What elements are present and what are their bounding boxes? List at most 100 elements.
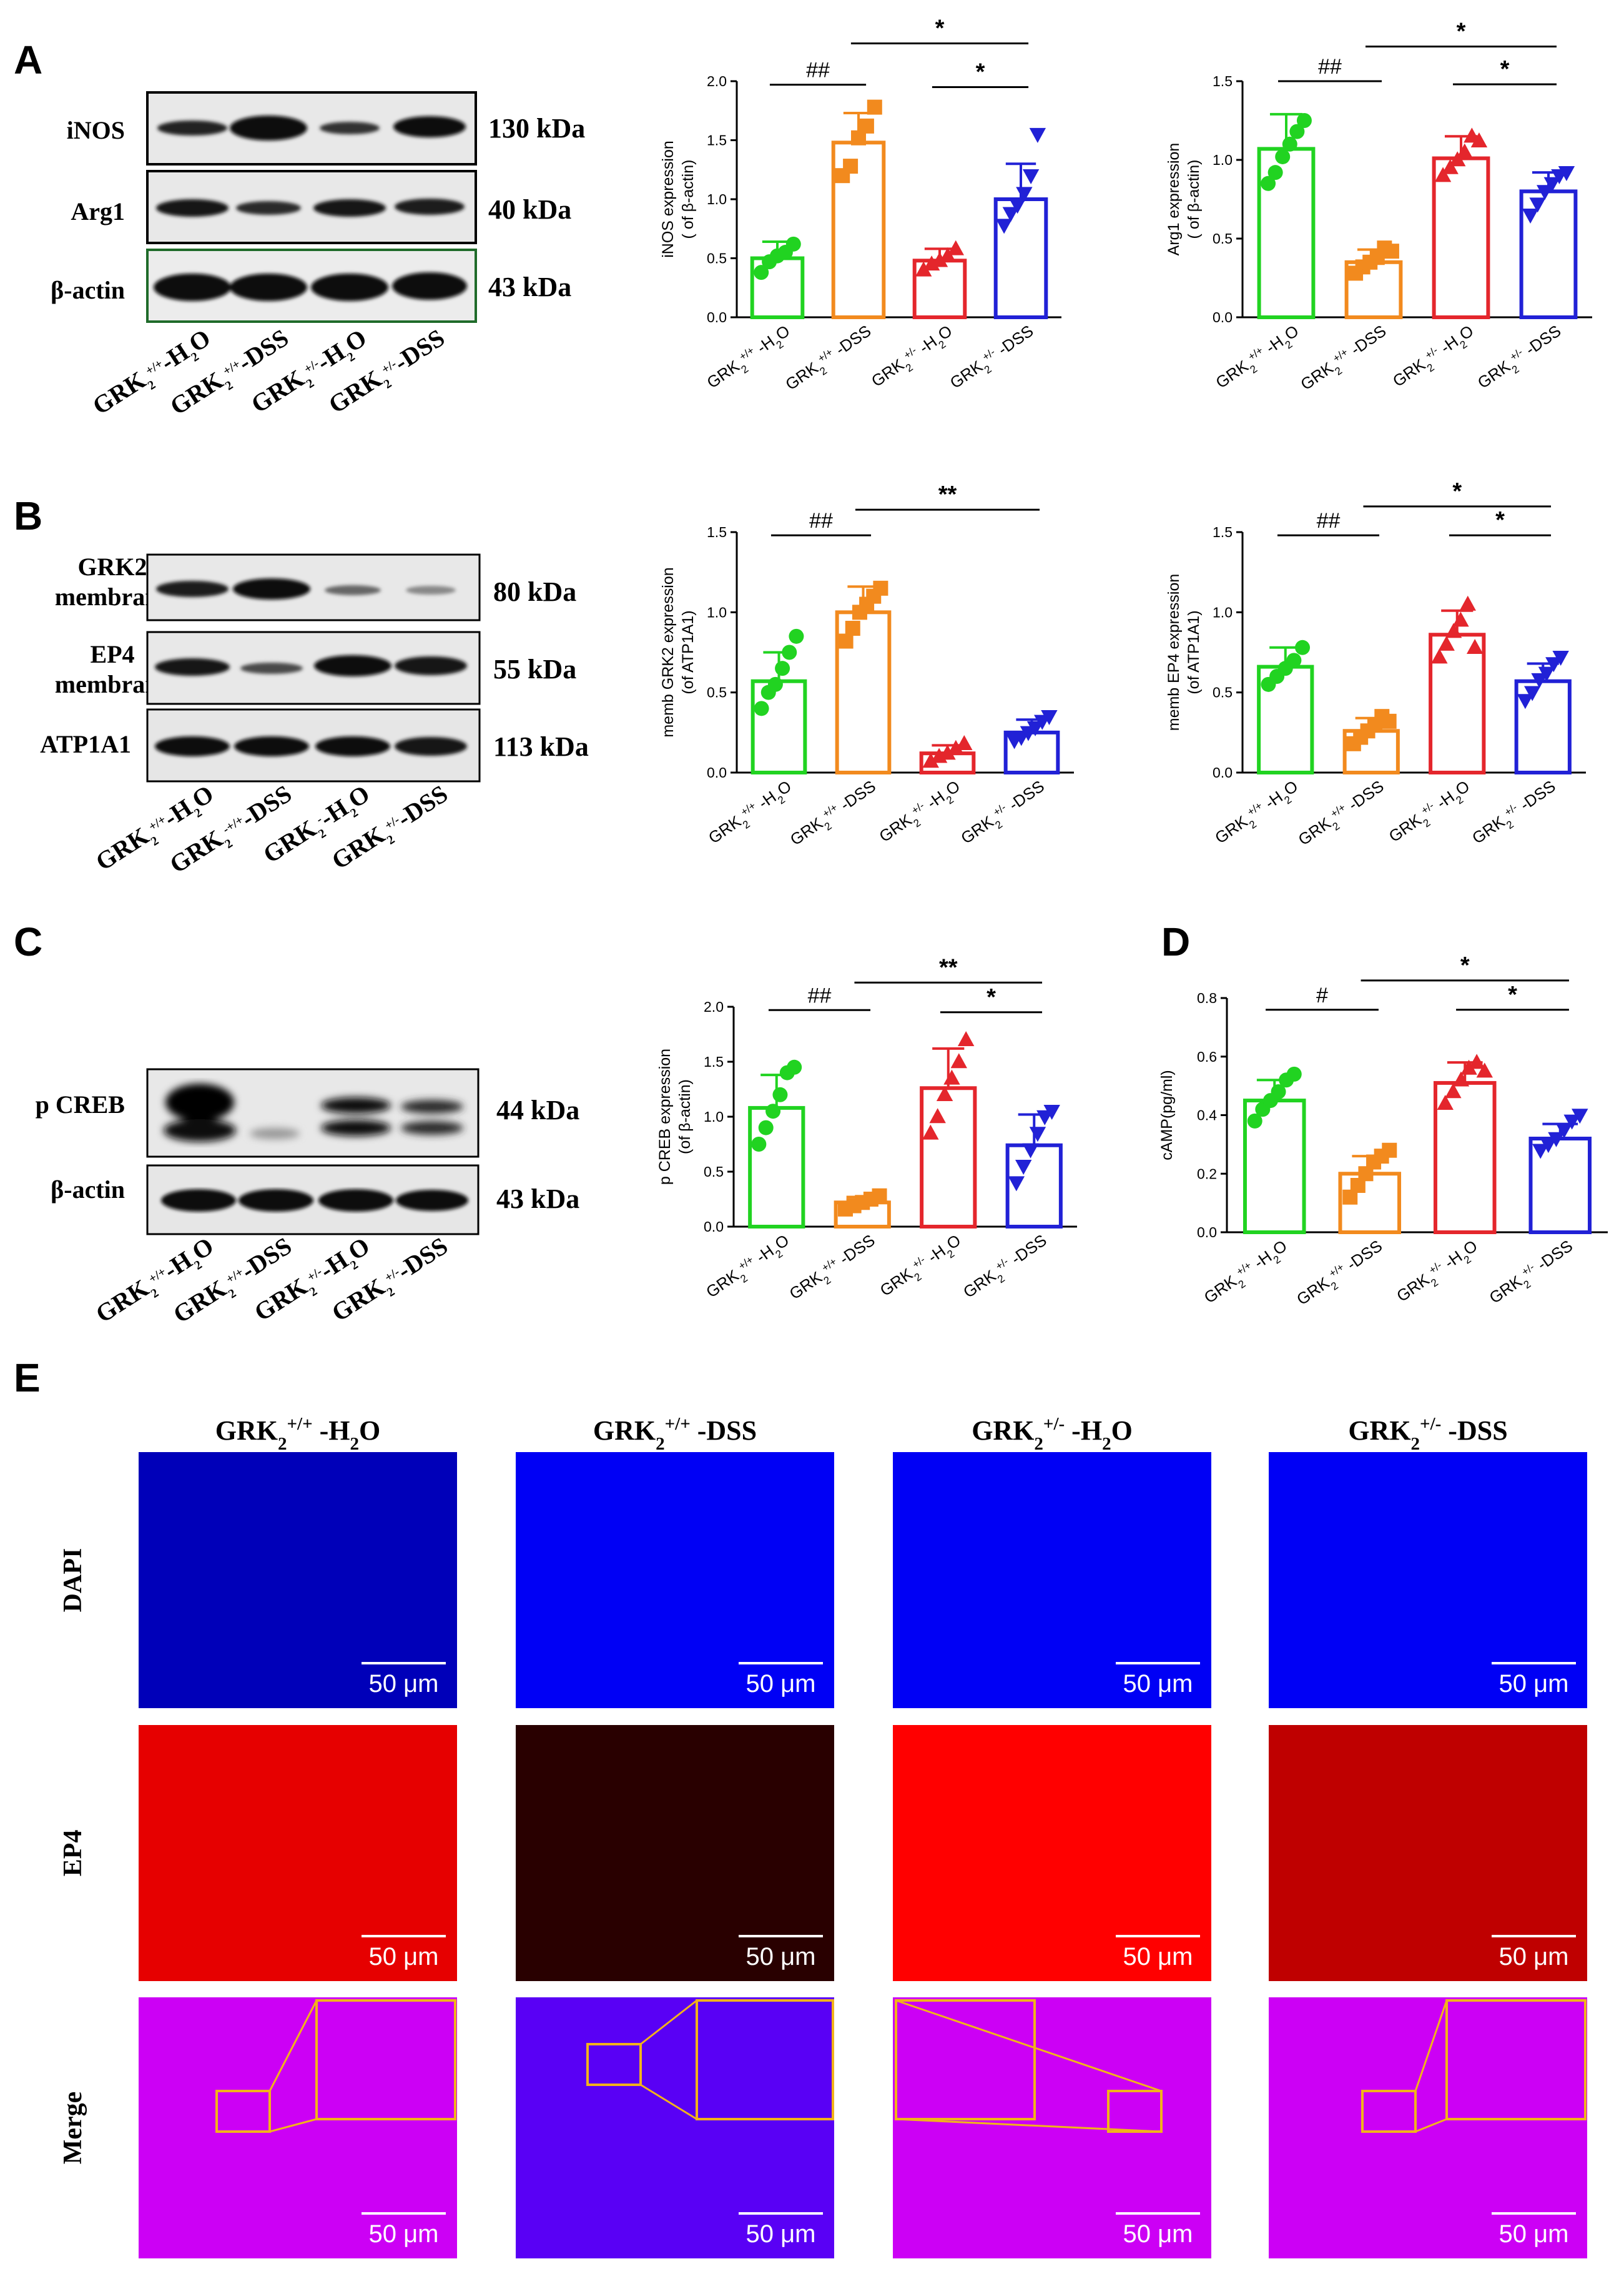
x-category-label: GRK2+/+ -DSS xyxy=(1294,776,1390,853)
data-point xyxy=(1545,657,1562,673)
merge-ep4-signal xyxy=(1269,1997,1587,2258)
immunofluorescence-grid: GRK2+/+ -H2O GRK2+/+ -DSS GRK2+/- -H2O GRK2… xyxy=(59,1414,1587,2258)
data-point xyxy=(947,739,965,755)
data-point xyxy=(1529,197,1546,213)
data-point xyxy=(936,1086,953,1101)
scale-bar-label: 50 μm xyxy=(1123,1670,1193,1698)
data-point xyxy=(767,676,783,692)
data-point xyxy=(1247,1113,1262,1129)
data-point xyxy=(1540,1138,1557,1154)
y-axis-label-2: (of β-actin) xyxy=(676,1079,694,1154)
immuno-column-label: GRK2+/- -H2O xyxy=(972,1414,1133,1454)
x-category-label: GRK2+/+ -H2O xyxy=(705,776,798,851)
ep4-signal xyxy=(139,1725,457,1981)
micrograph-dapi: 50 μm xyxy=(1269,1452,1587,1708)
x-category-label: GRK2+/+ -H2O xyxy=(1212,321,1305,396)
data-point xyxy=(1286,653,1302,668)
y-tick-label: 1.5 xyxy=(1213,73,1233,89)
data-point xyxy=(939,247,957,262)
data-point xyxy=(1552,651,1569,666)
data-point xyxy=(859,118,874,134)
significance-label: * xyxy=(935,16,945,42)
y-tick-label: 1.5 xyxy=(1213,524,1233,540)
chart-memb-ep4: 0.0 0.5 1.0 1.5 memb EP4 expression (of ATP1A… xyxy=(1165,478,1586,853)
data-point xyxy=(922,753,939,768)
scale-bar-label: 50 μm xyxy=(1499,1943,1569,1970)
x-category-label: GRK2+/- -H2O xyxy=(1393,1236,1484,1309)
x-category-label: GRK2+/- -DSS xyxy=(1485,1236,1578,1311)
y-tick-label: 1.0 xyxy=(1213,152,1233,168)
ep4-signal xyxy=(1269,1725,1587,1981)
zoom-connector xyxy=(640,1999,697,2045)
micrograph-dapi: 50 μm xyxy=(139,1452,457,1708)
significance-label: * xyxy=(1495,507,1505,533)
micrograph-ep4: 50 μm xyxy=(139,1725,457,1981)
micrograph-ep4: 50 μm xyxy=(1269,1725,1587,1981)
y-tick-label: 0.5 xyxy=(1213,685,1233,701)
x-category-label: GRK2+/- -H2O xyxy=(1389,321,1480,394)
data-point xyxy=(872,1188,887,1204)
data-point xyxy=(1026,721,1044,736)
significance-label: ** xyxy=(938,482,957,508)
y-tick-label: 1.5 xyxy=(707,132,727,149)
zoom-connector xyxy=(1414,2000,1448,2092)
micrograph-ep4: 50 μm xyxy=(516,1725,834,1981)
zoom-connector xyxy=(268,2000,318,2092)
bar xyxy=(750,679,807,774)
scale-bar-label: 50 μm xyxy=(1123,1943,1193,1970)
y-tick-label: 0.0 xyxy=(707,309,727,325)
data-point xyxy=(845,621,860,636)
significance-label: ## xyxy=(1317,509,1341,533)
data-point xyxy=(915,261,932,277)
dapi-signal xyxy=(516,1452,834,1708)
scale-bar-label: 50 μm xyxy=(746,1943,816,1970)
y-tick-label: 1.0 xyxy=(1213,604,1233,620)
immuno-column-label: GRK2+/- -DSS xyxy=(1348,1414,1507,1454)
data-point xyxy=(1434,167,1452,182)
x-category-label: GRK2+/+ -DSS xyxy=(787,776,882,853)
chart-inos: 0.0 0.5 1.0 1.5 2.0 iNOS expression( of β-act… xyxy=(659,16,1061,394)
x-category-label: GRK2+/- -H2O xyxy=(1385,776,1475,849)
panel-label-a: A xyxy=(14,37,42,82)
chart-pcreb: 0.0 0.5 1.0 1.5 2.0 p CREB expression (of β-ac… xyxy=(656,954,1077,1305)
data-point xyxy=(1029,127,1046,143)
data-point xyxy=(1460,1059,1477,1075)
data-point xyxy=(922,1124,939,1140)
y-axis-label: memb GRK2 expression xyxy=(659,567,677,737)
data-point xyxy=(873,580,888,596)
y-tick-label: 0.2 xyxy=(1197,1165,1217,1182)
data-point xyxy=(1470,132,1488,147)
y-tick-label: 1.0 xyxy=(707,191,727,207)
data-point xyxy=(995,219,1013,234)
y-tick-label: 0.4 xyxy=(1197,1107,1217,1124)
dapi-signal xyxy=(893,1452,1211,1708)
significance-label: ## xyxy=(809,509,833,533)
data-point xyxy=(1459,595,1476,611)
data-point xyxy=(775,661,790,676)
y-tick-label: 0.5 xyxy=(707,685,727,701)
data-point xyxy=(1041,709,1058,725)
blot-c-kda: 44 kDa xyxy=(496,1095,579,1125)
scale-bar-label: 50 μm xyxy=(746,1670,816,1698)
significance-label: * xyxy=(1508,982,1517,1008)
y-tick-label: 1.0 xyxy=(707,604,727,620)
x-category-label: GRK2+/+ -H2O xyxy=(702,1230,795,1305)
zoom-connector xyxy=(895,2118,1162,2133)
data-point xyxy=(1531,673,1548,688)
data-point xyxy=(1543,177,1560,192)
data-point xyxy=(947,240,964,255)
y-axis-label: p CREB expression xyxy=(656,1049,674,1185)
bar xyxy=(1257,147,1316,320)
immuno-row-label: EP4 xyxy=(59,1830,87,1877)
data-point xyxy=(1022,1143,1039,1159)
blot-b-row-label: ATP1A1 xyxy=(40,730,131,758)
data-point xyxy=(1563,1114,1580,1130)
y-tick-label: 1.5 xyxy=(707,524,727,540)
blot-b-kda: 113 kDa xyxy=(493,731,589,762)
data-point xyxy=(1538,666,1555,682)
immuno-column-label: GRK2+/+ -DSS xyxy=(593,1414,757,1454)
scale-bar-label: 50 μm xyxy=(369,1670,439,1698)
data-point xyxy=(1445,1083,1462,1099)
data-point xyxy=(956,735,973,750)
ep4-signal xyxy=(893,1725,1211,1981)
